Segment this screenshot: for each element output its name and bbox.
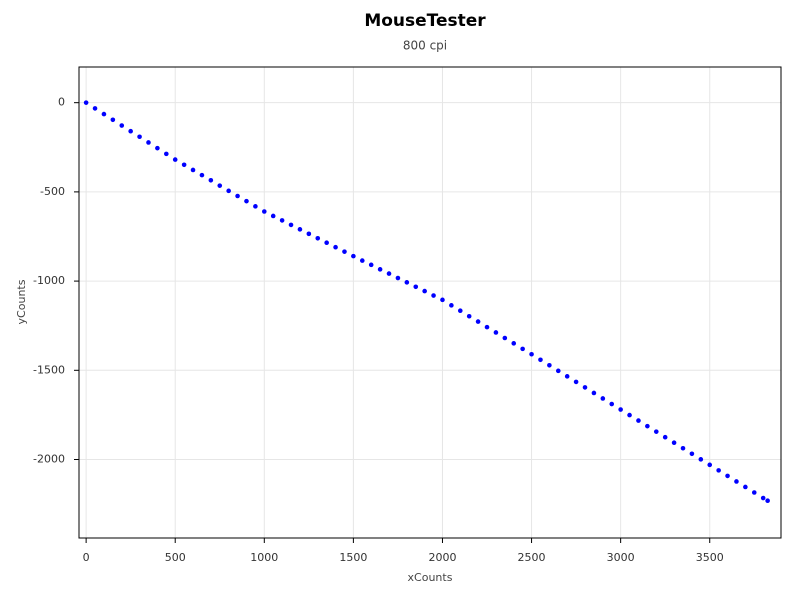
point: [645, 423, 650, 429]
x-axis-title: xCounts: [408, 571, 453, 584]
plot-area: [79, 67, 781, 538]
point: [181, 162, 187, 168]
point: [431, 293, 436, 298]
point: [164, 151, 169, 157]
point: [92, 106, 98, 111]
point: [297, 227, 303, 232]
point: [137, 134, 142, 140]
x-tick-label: 3000: [607, 551, 635, 564]
y-tick-label: -1500: [33, 363, 65, 376]
point: [609, 401, 615, 407]
point: [573, 379, 579, 385]
point: [199, 172, 205, 178]
point: [351, 253, 356, 259]
point: [306, 231, 312, 237]
point: [110, 117, 116, 123]
y-tick-label: -500: [40, 185, 65, 198]
point: [217, 183, 223, 188]
point: [475, 319, 481, 324]
chart-title: MouseTester: [364, 11, 486, 31]
point: [146, 140, 151, 145]
point: [395, 275, 401, 281]
point: [315, 235, 321, 241]
point: [155, 145, 160, 151]
point: [119, 123, 125, 128]
point: [734, 479, 739, 484]
x-tick-label: 1000: [250, 551, 278, 564]
point: [235, 193, 240, 199]
point: [653, 429, 659, 434]
point: [502, 335, 508, 341]
point: [386, 271, 392, 276]
point: [413, 284, 419, 290]
x-tick-label: 2500: [518, 551, 546, 564]
point: [449, 303, 454, 308]
point: [564, 374, 570, 379]
point: [600, 396, 606, 401]
point: [466, 313, 472, 319]
point: [244, 198, 249, 204]
point: [288, 222, 294, 228]
point: [743, 484, 748, 490]
point: [493, 330, 499, 335]
point: [359, 258, 365, 263]
point: [698, 457, 704, 462]
point: [707, 462, 713, 468]
point: [368, 262, 374, 268]
x-tick-label: 500: [165, 551, 186, 564]
point: [190, 167, 196, 173]
point: [226, 188, 231, 194]
point: [555, 368, 561, 374]
point: [547, 363, 552, 368]
point: [342, 249, 347, 254]
point: [520, 346, 525, 352]
y-tick-label: -1000: [33, 274, 65, 287]
point: [582, 385, 588, 390]
x-tick-label: 2000: [428, 551, 456, 564]
point: [751, 490, 757, 495]
point: [440, 297, 445, 303]
point: [689, 451, 695, 457]
point: [404, 280, 410, 285]
y-tick-label: 0: [58, 96, 65, 109]
point: [760, 495, 766, 501]
point: [208, 177, 214, 183]
point: [333, 244, 338, 250]
point: [377, 267, 383, 272]
y-axis-title: yCounts: [15, 279, 28, 324]
point: [83, 100, 89, 105]
point: [484, 324, 490, 330]
point: [671, 440, 677, 446]
point: [618, 407, 623, 412]
point: [422, 288, 427, 294]
point: [636, 418, 641, 423]
x-tick-label: 3500: [696, 551, 724, 564]
point: [511, 341, 517, 346]
point: [253, 204, 258, 209]
point: [529, 351, 534, 357]
point: [680, 445, 686, 451]
x-tick-label: 1500: [339, 551, 367, 564]
point: [627, 412, 632, 418]
point: [591, 390, 597, 396]
point: [662, 434, 668, 440]
point: [716, 468, 721, 473]
x-tick-label: 0: [83, 551, 90, 564]
point: [128, 128, 133, 134]
point: [101, 111, 107, 117]
point: [279, 218, 285, 223]
point: [457, 308, 463, 314]
plot-border: [78, 66, 782, 539]
y-tick-label: -2000: [33, 453, 65, 466]
point: [725, 473, 730, 479]
point: [261, 209, 267, 214]
point: [324, 240, 329, 246]
point: [270, 213, 276, 219]
chart-subtitle: 800 cpi: [403, 39, 447, 53]
point: [765, 498, 770, 504]
point: [172, 157, 178, 162]
point: [538, 357, 543, 363]
